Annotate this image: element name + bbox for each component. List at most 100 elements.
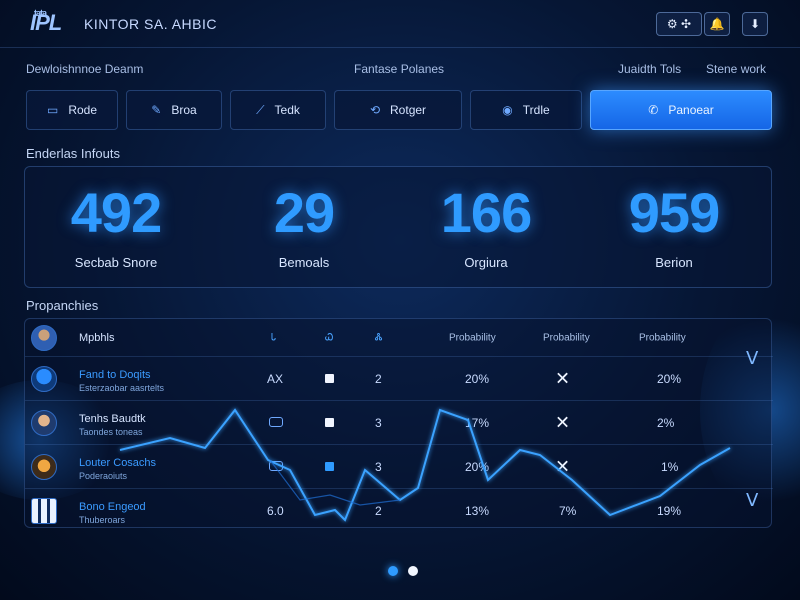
logo-small-text: tata — [34, 8, 47, 18]
player-name[interactable]: Tenhs Baudtk — [79, 413, 146, 425]
ipl-logo: tata IPL — [30, 8, 74, 38]
checkbox-square-icon — [325, 373, 334, 383]
tool-button-broa[interactable]: ✎ Broa — [126, 90, 222, 130]
checkbox-square-icon — [325, 461, 334, 471]
card-icon: ▭ — [46, 103, 59, 117]
stat-card: 959 Berion — [599, 181, 749, 270]
remove-icon[interactable]: ✕ — [555, 368, 571, 388]
stat-value: 166 — [440, 181, 532, 244]
settings-button[interactable]: ⚙ ✣ — [656, 12, 702, 36]
cell-probability-1: 20% — [465, 371, 490, 386]
user-icon: ◉ — [502, 103, 513, 117]
tool-label: Trdle — [522, 103, 550, 117]
column-header-probability-1[interactable]: Probability — [449, 332, 496, 343]
tool-button-rode[interactable]: ▭ Rode — [26, 90, 118, 130]
stat-label: Bemoals — [278, 255, 330, 270]
stat-value: 492 — [70, 181, 162, 244]
column-header-c2[interactable]: Ꮗ — [325, 332, 334, 343]
cell-probability-2: 7% — [559, 504, 577, 518]
avatar — [31, 453, 57, 480]
table-row[interactable]: Tenhs Baudtk Taondes toneas 3 17% ✕ 2% — [25, 401, 773, 445]
tool-button-rotger[interactable]: ⟲ Rotger — [334, 90, 462, 130]
player-name[interactable]: Louter Cosachs — [79, 457, 157, 469]
link-icon: ⟋ — [256, 102, 265, 117]
column-header-name[interactable]: Mpbhls — [79, 331, 115, 344]
checkbox-square-icon — [325, 417, 334, 427]
stats-panel: 492 Secbab Snore 29 Bemoals 166 Orgiura … — [24, 166, 772, 288]
stat-card: 492 Secbab Snore — [41, 181, 191, 270]
cell-c3: 2 — [375, 504, 382, 518]
stat-label: Berion — [655, 255, 693, 270]
subnav-center-title: Fantase Polanes — [354, 62, 445, 76]
phone-icon: ✆ — [648, 103, 659, 117]
cell-c3: 2 — [375, 371, 382, 386]
player-name[interactable]: Bono Engeod — [79, 501, 146, 513]
avatar — [31, 365, 57, 392]
download-icon: ⬇ — [749, 17, 761, 31]
notifications-button[interactable]: 🔔 — [704, 12, 730, 36]
table-section-label: Propanchies — [26, 298, 99, 313]
tool-label: Rotger — [390, 103, 427, 117]
tool-button-panoear[interactable]: ✆ Panoear — [590, 90, 772, 130]
checkbox[interactable] — [325, 460, 334, 474]
subnav-right-link-2[interactable]: Stene work — [706, 62, 767, 76]
cell-probability-1: 13% — [465, 504, 490, 518]
stat-value: 29 — [273, 181, 335, 244]
cell-probability-3: 1% — [661, 459, 679, 474]
remove-icon[interactable]: ✕ — [555, 412, 571, 432]
cell-probability-1: 20% — [465, 459, 490, 474]
table-row[interactable]: Fand to Doqits Esterzaobar aasrtelts AX … — [25, 357, 773, 401]
column-header-probability-3[interactable]: Probability — [639, 332, 686, 343]
tool-label: Tedk — [274, 103, 300, 117]
player-subtitle: Poderaoiuts — [79, 471, 128, 481]
avatar — [31, 324, 57, 351]
stats-section-label: Enderlas Infouts — [26, 146, 120, 161]
tool-label: Broa — [171, 103, 197, 117]
checkbox[interactable] — [325, 416, 334, 430]
download-button[interactable]: ⬇ — [742, 12, 768, 36]
player-name[interactable]: Fand to Doqits — [79, 369, 151, 381]
stat-card: 29 Bemoals — [229, 181, 379, 270]
stat-label: Orgiura — [464, 255, 508, 270]
bell-icon: 🔔 — [709, 17, 725, 31]
cell-probability-3: 19% — [657, 504, 682, 518]
remove-icon[interactable]: ✕ — [555, 456, 571, 476]
player-subtitle: Taondes toneas — [79, 427, 143, 437]
settings-gear-icon: ⚙ ✣ — [666, 17, 692, 31]
refresh-icon: ⟲ — [369, 103, 381, 117]
toggle-icon — [269, 416, 283, 427]
tool-button-trdle[interactable]: ◉ Trdle — [470, 90, 582, 130]
cell-c1: 6.0 — [267, 504, 284, 518]
toggle-icon — [269, 460, 283, 471]
tool-button-tedk[interactable]: ⟋ Tedk — [230, 90, 326, 130]
checkbox[interactable] — [325, 372, 334, 386]
tool-label: Rode — [68, 103, 98, 117]
predictions-table: Mpbhls Ꮣ Ꮗ Ꮬ Probability Probability Pro… — [24, 318, 773, 528]
cell-c3: 3 — [375, 459, 382, 474]
pagination-dot[interactable] — [408, 566, 418, 576]
cell-c1: AX — [267, 371, 284, 386]
column-header-probability-2[interactable]: Probability — [543, 332, 590, 343]
table-row[interactable]: Louter Cosachs Poderaoiuts 3 20% ✕ 1% — [25, 445, 773, 489]
table-row[interactable]: Bono Engeod Thuberoars 6.0 2 13% 7% 19% — [25, 489, 773, 533]
avatar — [31, 409, 57, 436]
tool-label: Panoear — [668, 103, 714, 117]
app-title: KINTOR SA. AHBIC — [84, 16, 217, 32]
cell-probability-3: 2% — [657, 415, 675, 430]
subnav-right-link-1[interactable]: Juaidth Tols — [618, 62, 682, 76]
stat-card: 166 Orgiura — [411, 181, 561, 270]
column-header-c1[interactable]: Ꮣ — [271, 332, 277, 343]
cell-c3: 3 — [375, 415, 382, 430]
column-header-c3[interactable]: Ꮬ — [375, 332, 383, 343]
cell-probability-1: 17% — [465, 415, 490, 430]
stat-value: 959 — [628, 181, 720, 244]
stat-label: Secbab Snore — [74, 255, 158, 270]
pagination-dot-active[interactable] — [388, 566, 398, 576]
subnav-left-link[interactable]: Dewloishnnoe Deanm — [26, 62, 144, 76]
table-header-row: Mpbhls Ꮣ Ꮗ Ꮬ Probability Probability Pro… — [25, 319, 773, 357]
pencil-icon: ✎ — [151, 103, 162, 117]
toggle[interactable] — [269, 416, 283, 430]
toggle[interactable] — [269, 460, 283, 474]
player-subtitle: Esterzaobar aasrtelts — [79, 383, 165, 393]
app-header: tata IPL KINTOR SA. AHBIC ⚙ ✣ 🔔 ⬇ — [0, 0, 800, 48]
